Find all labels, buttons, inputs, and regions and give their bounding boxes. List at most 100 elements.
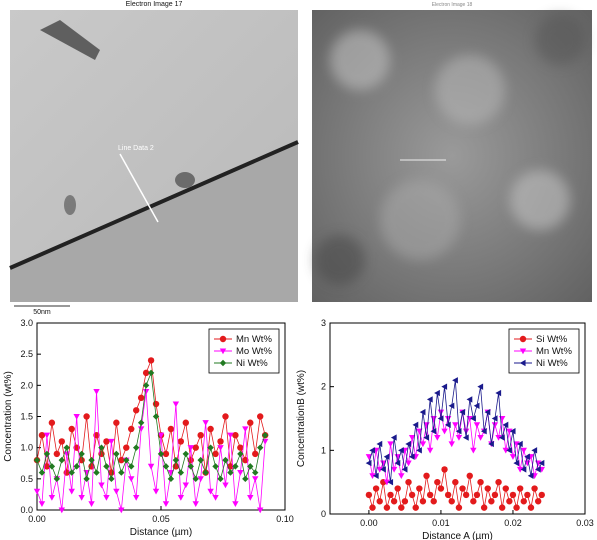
marker xyxy=(118,469,124,475)
marker xyxy=(49,495,55,501)
marker xyxy=(506,498,512,504)
legend-label: Mo Wt% xyxy=(236,346,272,357)
marker xyxy=(366,460,372,466)
marker xyxy=(434,479,440,485)
y-tick-label: 0.5 xyxy=(20,474,33,484)
marker xyxy=(83,413,89,419)
marker xyxy=(133,407,139,413)
marker xyxy=(207,426,213,432)
micrograph xyxy=(312,10,592,302)
marker xyxy=(173,457,179,463)
marker xyxy=(416,485,422,491)
marker xyxy=(470,448,476,454)
marker xyxy=(477,435,483,441)
marker xyxy=(237,470,243,476)
marker xyxy=(377,498,383,504)
legend-label: Ni Wt% xyxy=(536,358,568,369)
y-tick-label: 3 xyxy=(321,318,326,328)
marker xyxy=(449,498,455,504)
image-title: Electron Image 17 xyxy=(126,1,183,8)
y-tick-label: 2.5 xyxy=(20,349,33,359)
marker xyxy=(528,504,534,510)
marker xyxy=(193,501,199,507)
x-tick-label: 0.00 xyxy=(360,518,378,528)
marker xyxy=(441,429,447,435)
y-tick-label: 1.5 xyxy=(20,412,33,422)
marker xyxy=(452,422,458,428)
marker xyxy=(474,492,480,498)
marker xyxy=(222,483,228,489)
marker xyxy=(138,420,144,426)
marker xyxy=(499,416,505,422)
marker xyxy=(183,451,189,457)
marker xyxy=(531,485,537,491)
marker xyxy=(441,466,447,472)
marker xyxy=(133,495,139,501)
marker xyxy=(252,451,258,457)
marker xyxy=(517,485,523,491)
legend-label: Ni Wt% xyxy=(236,358,268,369)
marker xyxy=(499,504,505,510)
marker xyxy=(113,451,119,457)
series-line xyxy=(37,360,265,472)
marker xyxy=(510,492,516,498)
marker xyxy=(148,357,154,363)
figure: Electron Image 17 Line Data 2 50nm Elect… xyxy=(0,0,597,540)
marker xyxy=(427,492,433,498)
y-axis-label: ConcentrationB (wt%) xyxy=(296,370,307,467)
marker xyxy=(395,485,401,491)
marker xyxy=(456,435,462,441)
marker xyxy=(495,479,501,485)
marker xyxy=(463,492,469,498)
x-tick-label: 0.01 xyxy=(432,518,450,528)
legend-label: Si Wt% xyxy=(536,334,568,345)
marker xyxy=(459,485,465,491)
marker xyxy=(133,444,139,450)
marker xyxy=(98,483,104,489)
marker xyxy=(220,336,226,342)
marker xyxy=(153,489,159,495)
marker xyxy=(178,495,184,501)
marker xyxy=(212,463,218,469)
x-tick-label: 0.05 xyxy=(152,514,170,524)
marker xyxy=(398,504,404,510)
x-axis-label: Distance (µm) xyxy=(130,527,192,538)
marker xyxy=(513,504,519,510)
marker xyxy=(93,469,99,475)
marker xyxy=(202,420,208,426)
marker xyxy=(217,476,223,482)
marker xyxy=(138,426,144,432)
marker xyxy=(420,498,426,504)
x-tick-label: 0.02 xyxy=(504,518,522,528)
marker xyxy=(449,441,455,447)
marker xyxy=(398,473,404,479)
legend-label: Mn Wt% xyxy=(236,334,272,345)
marker xyxy=(212,495,218,501)
marker xyxy=(373,485,379,491)
marker xyxy=(78,495,84,501)
marker xyxy=(535,498,541,504)
marker xyxy=(391,498,397,504)
marker xyxy=(113,489,119,495)
scale-label: 50nm xyxy=(33,309,51,316)
marker xyxy=(113,420,119,426)
marker xyxy=(138,395,144,401)
marker xyxy=(168,426,174,432)
marker xyxy=(492,422,498,428)
marker xyxy=(148,464,154,470)
y-tick-label: 2.0 xyxy=(20,380,33,390)
marker xyxy=(222,413,228,419)
marker xyxy=(163,501,169,507)
marker xyxy=(168,476,174,482)
marker xyxy=(405,479,411,485)
marker xyxy=(183,420,189,426)
marker xyxy=(452,479,458,485)
marker xyxy=(488,498,494,504)
marker xyxy=(456,504,462,510)
marker xyxy=(387,492,393,498)
marker xyxy=(143,389,149,395)
marker xyxy=(49,420,55,426)
marker xyxy=(212,451,218,457)
marker xyxy=(217,438,223,444)
x-axis-label: Distance A (µm) xyxy=(422,531,493,540)
